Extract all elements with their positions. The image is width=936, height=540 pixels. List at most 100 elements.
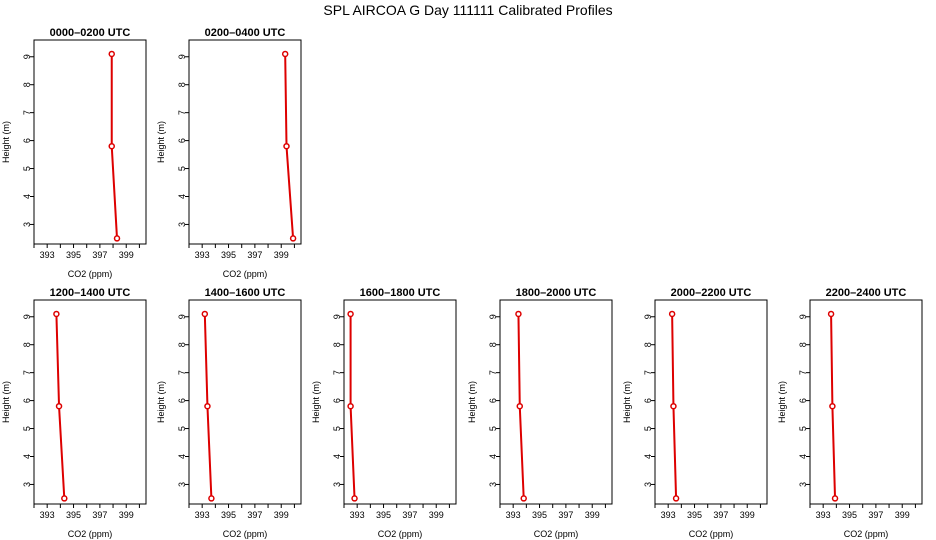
plot-frame <box>499 299 613 505</box>
data-point <box>208 495 215 502</box>
y-axis-label: Height (m) <box>311 381 321 423</box>
y-tick-label: 6 <box>798 398 808 403</box>
y-tick-label: 3 <box>332 482 342 487</box>
x-axis-label: CO2 (ppm) <box>68 269 113 279</box>
y-tick-label: 8 <box>488 342 498 347</box>
x-axis-label: CO2 (ppm) <box>844 529 889 539</box>
data-point <box>520 495 527 502</box>
y-axis-label: Height (m) <box>622 381 632 423</box>
y-tick-label: 6 <box>643 398 653 403</box>
x-tick-label: 399 <box>274 250 289 260</box>
y-tick-label: 8 <box>22 342 32 347</box>
y-tick-label: 6 <box>177 138 187 143</box>
y-tick-label: 5 <box>22 426 32 431</box>
data-point <box>61 495 68 502</box>
y-axis-label: Height (m) <box>777 381 787 423</box>
x-tick-label: 393 <box>816 510 831 520</box>
x-tick-label: 399 <box>585 510 600 520</box>
y-axis-label: Height (m) <box>156 381 166 423</box>
y-tick-label: 4 <box>798 454 808 459</box>
y-tick-label: 6 <box>22 138 32 143</box>
x-tick-label: 399 <box>429 510 444 520</box>
x-axis-label: CO2 (ppm) <box>223 529 268 539</box>
y-tick-label: 5 <box>332 426 342 431</box>
data-point <box>347 402 354 410</box>
y-tick-label: 3 <box>488 482 498 487</box>
y-tick-label: 4 <box>22 454 32 459</box>
x-tick-label: 397 <box>92 250 107 260</box>
plot-frame <box>343 299 457 505</box>
plot-frame <box>33 299 147 505</box>
y-tick-label: 3 <box>177 222 187 227</box>
y-tick-label: 4 <box>22 194 32 199</box>
panel-title: 2200–2400 UTC <box>826 287 907 299</box>
y-tick-label: 8 <box>177 82 187 87</box>
x-tick-label: 397 <box>247 250 262 260</box>
y-axis-label: Height (m) <box>1 121 11 163</box>
x-tick-label: 399 <box>274 510 289 520</box>
y-tick-label: 9 <box>177 314 187 319</box>
data-point <box>668 310 676 318</box>
plot-frame <box>188 299 302 505</box>
x-tick-label: 395 <box>66 510 81 520</box>
y-tick-label: 9 <box>177 54 187 59</box>
x-tick-label: 399 <box>895 510 910 520</box>
y-tick-label: 9 <box>488 314 498 319</box>
data-point <box>827 310 835 318</box>
y-tick-label: 7 <box>22 110 32 115</box>
x-axis-label: CO2 (ppm) <box>378 529 423 539</box>
data-point <box>108 142 115 150</box>
y-tick-label: 6 <box>22 398 32 403</box>
y-tick-label: 7 <box>488 370 498 375</box>
x-axis-label: CO2 (ppm) <box>689 529 734 539</box>
profile-panel: 2000–2200 UTC 393 395 397 399 3 4 5 6 7 8 9 CO2 (ppm… <box>622 287 768 539</box>
data-point <box>204 402 211 410</box>
y-tick-label: 8 <box>332 342 342 347</box>
y-tick-label: 3 <box>798 482 808 487</box>
y-axis-label: Height (m) <box>156 121 166 163</box>
y-tick-label: 7 <box>22 370 32 375</box>
data-point <box>53 310 60 318</box>
x-tick-label: 393 <box>40 510 55 520</box>
panel-title: 1600–1800 UTC <box>360 287 441 299</box>
y-tick-label: 5 <box>177 166 187 171</box>
x-tick-label: 395 <box>376 510 391 520</box>
y-tick-label: 6 <box>488 398 498 403</box>
y-tick-label: 8 <box>798 342 808 347</box>
y-tick-label: 9 <box>22 314 32 319</box>
data-point <box>351 495 358 502</box>
data-point <box>201 310 209 318</box>
data-point <box>347 310 354 318</box>
y-tick-label: 7 <box>643 370 653 375</box>
y-tick-label: 5 <box>643 426 653 431</box>
x-tick-label: 397 <box>713 510 728 520</box>
x-tick-label: 393 <box>40 250 55 260</box>
y-tick-label: 9 <box>643 314 653 319</box>
y-axis-label: Height (m) <box>467 381 477 423</box>
profile-panel: 0200–0400 UTC 393 395 397 399 3 4 5 6 7 8 9 CO2 (ppm… <box>156 27 302 279</box>
x-tick-label: 395 <box>842 510 857 520</box>
x-tick-label: 395 <box>687 510 702 520</box>
y-tick-label: 5 <box>798 426 808 431</box>
x-tick-label: 393 <box>661 510 676 520</box>
x-axis-label: CO2 (ppm) <box>534 529 579 539</box>
y-tick-label: 3 <box>22 222 32 227</box>
panel-title: 2000–2200 UTC <box>671 287 752 299</box>
y-tick-label: 9 <box>22 54 32 59</box>
panel-title: 1200–1400 UTC <box>50 287 131 299</box>
x-tick-label: 397 <box>92 510 107 520</box>
y-tick-label: 6 <box>332 398 342 403</box>
data-point <box>281 50 289 58</box>
data-point <box>289 235 297 242</box>
x-tick-label: 397 <box>558 510 573 520</box>
y-tick-label: 4 <box>643 454 653 459</box>
profile-panel: 1600–1800 UTC 393 395 397 399 3 4 5 6 7 8 9 CO2 (ppm… <box>311 287 457 539</box>
y-tick-label: 8 <box>177 342 187 347</box>
panel-title: 0000–0200 UTC <box>50 27 131 39</box>
x-tick-label: 393 <box>195 510 210 520</box>
data-point <box>672 495 680 502</box>
y-tick-label: 7 <box>177 370 187 375</box>
profile-panel: 2200–2400 UTC 393 395 397 399 3 4 5 6 7 8 9 CO2 (ppm… <box>777 287 923 539</box>
y-tick-label: 9 <box>798 314 808 319</box>
